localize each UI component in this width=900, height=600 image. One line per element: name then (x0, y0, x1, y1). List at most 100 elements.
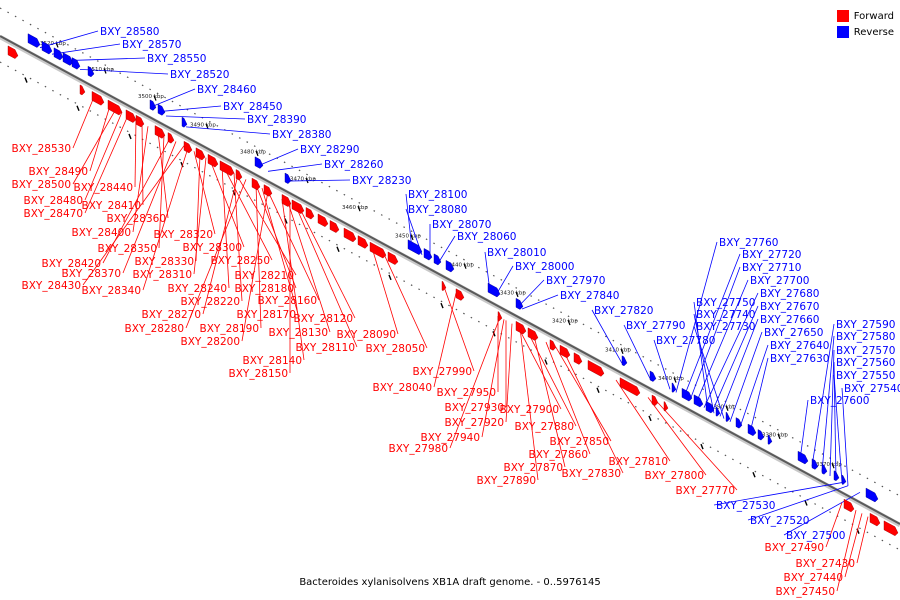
forward-gene (387, 251, 399, 265)
leader-line (783, 491, 861, 536)
forward-gene-label: BXY_27860 (529, 449, 588, 461)
tick-label: 3480 kbp (240, 150, 266, 156)
forward-gene-label: BXY_28470 (24, 208, 83, 220)
reverse-gene (515, 297, 524, 310)
leader-line (72, 108, 117, 185)
reverse-gene (705, 400, 715, 414)
legend-forward-label: Forward (853, 10, 894, 22)
forward-gene (343, 227, 357, 243)
leader-line (693, 313, 715, 414)
tick-label: 3380 kbp (762, 433, 788, 439)
reverse-gene-label: BXY_28580 (100, 26, 159, 38)
forward-gene (357, 235, 369, 249)
forward-gene-label: BXY_28220 (181, 296, 240, 308)
forward-gene-label: BXY_28490 (29, 166, 88, 178)
forward-gene (515, 320, 527, 335)
forward-gene (651, 394, 659, 406)
forward-gene-label: BXY_28170 (237, 309, 296, 321)
reverse-gene-label: BXY_27670 (760, 301, 819, 313)
forward-gene (663, 401, 669, 412)
reverse-gene-label: BXY_28290 (300, 144, 359, 156)
tick-label: 3500 kbp (138, 94, 164, 100)
reverse-gene (157, 103, 166, 116)
forward-gene-label: BXY_28440 (74, 182, 133, 194)
forward-gene (183, 140, 193, 154)
reverse-gene-label: BXY_28010 (487, 247, 546, 259)
reverse-gene (725, 411, 731, 422)
forward-gene-label: BXY_27980 (389, 443, 448, 455)
forward-gene-label: BXY_27490 (765, 542, 824, 554)
legend-reverse: Reverse (836, 24, 894, 40)
reverse-gene (433, 253, 442, 266)
minor-tick (804, 500, 808, 506)
forward-gene-label: BXY_28190 (200, 323, 259, 335)
leader-line (295, 206, 358, 348)
minor-tick (544, 359, 548, 365)
leader-line (693, 301, 709, 410)
forward-gene (263, 184, 273, 197)
forward-gene-label: BXY_27870 (504, 462, 563, 474)
forward-gene-label: BXY_28280 (125, 323, 184, 335)
reverse-gene-label: BXY_28080 (408, 204, 467, 216)
reverse-gene (811, 458, 819, 470)
tick-label: 3440 kbp (448, 262, 474, 268)
minor-tick (388, 274, 392, 281)
leader-line (563, 351, 624, 474)
leader-line (72, 96, 95, 149)
leader-line (255, 184, 262, 329)
gene-features (7, 33, 899, 537)
forward-gene-label: BXY_28530 (12, 143, 71, 155)
minor-tick (440, 302, 444, 309)
leader-line (287, 202, 331, 333)
reverse-gene (53, 47, 64, 61)
reverse-gene (715, 406, 721, 417)
reverse-gene-label: BXY_27820 (594, 305, 653, 317)
reverse-gene (487, 282, 501, 298)
leader-line (285, 179, 351, 182)
forward-gene-label: BXY_28370 (62, 268, 121, 280)
reverse-gene-label: BXY_27680 (760, 288, 819, 300)
forward-gene-label: BXY_27890 (477, 475, 536, 487)
leader-line (235, 173, 297, 276)
tick-label: 3460 kbp (342, 205, 368, 211)
forward-gene-label: BXY_28500 (12, 179, 71, 191)
minor-tick (24, 77, 28, 83)
tick-label: 3420 kbp (552, 319, 578, 325)
leader-line (519, 327, 539, 481)
reverse-gene-label: BXY_28260 (324, 159, 383, 171)
forward-gene (235, 169, 243, 181)
leader-line (79, 68, 169, 75)
leader-line (261, 187, 299, 315)
tick-mark (777, 433, 781, 440)
leader-line (84, 111, 123, 201)
leader-line (443, 286, 475, 372)
forward-gene-label: BXY_27930 (445, 402, 504, 414)
leader-line (719, 318, 759, 417)
forward-gene-label: BXY_28160 (258, 295, 317, 307)
forward-gene-label: BXY_27940 (421, 432, 480, 444)
forward-gene-label: BXY_28090 (337, 329, 396, 341)
forward-gene-label: BXY_28120 (294, 313, 353, 325)
leader-line (481, 319, 505, 438)
forward-gene (549, 339, 557, 351)
leader-line (63, 57, 146, 62)
leader-line (158, 134, 165, 249)
forward-gene (587, 359, 605, 377)
forward-gene (154, 125, 166, 139)
reverse-gene (841, 474, 847, 485)
minor-tick (700, 443, 704, 450)
forward-gene-label: BXY_28130 (269, 327, 328, 339)
reverse-gene-label: BXY_27580 (836, 331, 895, 343)
leader-line (433, 293, 457, 388)
forward-gene-label: BXY_27800 (645, 470, 704, 482)
reverse-gene-label: BXY_27650 (764, 327, 823, 339)
forward-gene-label: BXY_28300 (183, 242, 242, 254)
leader-line (836, 510, 857, 592)
leader-line (185, 126, 271, 135)
tick-label: 3370 kbp (816, 462, 842, 468)
minor-tick (596, 387, 600, 393)
leader-line (623, 324, 651, 379)
forward-gene (527, 327, 539, 341)
reverse-gene-label: BXY_28230 (352, 175, 411, 187)
forward-swatch (836, 10, 849, 22)
